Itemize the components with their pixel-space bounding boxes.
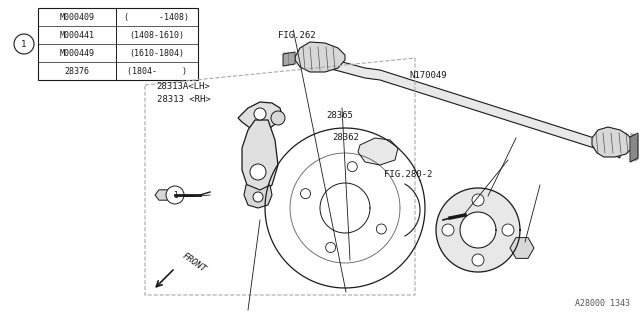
Text: (1804-     ): (1804- ) <box>127 67 187 76</box>
Text: 28365: 28365 <box>326 111 353 120</box>
Polygon shape <box>510 238 534 258</box>
Text: 28313 <RH>: 28313 <RH> <box>157 95 211 104</box>
Text: 28362: 28362 <box>333 133 360 142</box>
Text: N170049: N170049 <box>410 71 447 80</box>
Polygon shape <box>295 42 345 72</box>
Circle shape <box>301 188 310 199</box>
Text: A28000 1343: A28000 1343 <box>575 299 630 308</box>
Text: FRONT: FRONT <box>180 252 207 274</box>
Text: (      -1408): ( -1408) <box>125 12 189 21</box>
Text: 1: 1 <box>21 39 27 49</box>
Text: M000449: M000449 <box>60 49 95 58</box>
Circle shape <box>502 224 514 236</box>
Polygon shape <box>283 52 295 66</box>
Polygon shape <box>592 127 632 157</box>
Polygon shape <box>630 133 638 162</box>
Circle shape <box>376 224 387 234</box>
Polygon shape <box>244 185 272 208</box>
Circle shape <box>271 111 285 125</box>
Circle shape <box>442 224 454 236</box>
Text: FIG.262: FIG.262 <box>278 31 316 40</box>
Circle shape <box>253 192 263 202</box>
Text: FIG.280-2: FIG.280-2 <box>384 170 433 179</box>
Circle shape <box>472 194 484 206</box>
Text: (1610-1804): (1610-1804) <box>129 49 184 58</box>
Polygon shape <box>460 212 496 248</box>
Text: (1408-1610): (1408-1610) <box>129 30 184 39</box>
Polygon shape <box>242 120 278 195</box>
Circle shape <box>326 243 335 252</box>
Text: 28313A<LH>: 28313A<LH> <box>157 82 211 91</box>
Polygon shape <box>436 188 520 272</box>
Circle shape <box>472 254 484 266</box>
Circle shape <box>14 34 34 54</box>
Polygon shape <box>358 138 398 165</box>
Circle shape <box>348 162 357 172</box>
Text: 1: 1 <box>173 190 177 199</box>
Circle shape <box>254 108 266 120</box>
Polygon shape <box>155 190 171 200</box>
Text: M000441: M000441 <box>60 30 95 39</box>
Circle shape <box>166 186 184 204</box>
Circle shape <box>250 164 266 180</box>
Bar <box>38 8 198 80</box>
Polygon shape <box>238 102 282 130</box>
Text: 28376: 28376 <box>65 67 90 76</box>
Polygon shape <box>305 52 620 158</box>
Text: M000409: M000409 <box>60 12 95 21</box>
